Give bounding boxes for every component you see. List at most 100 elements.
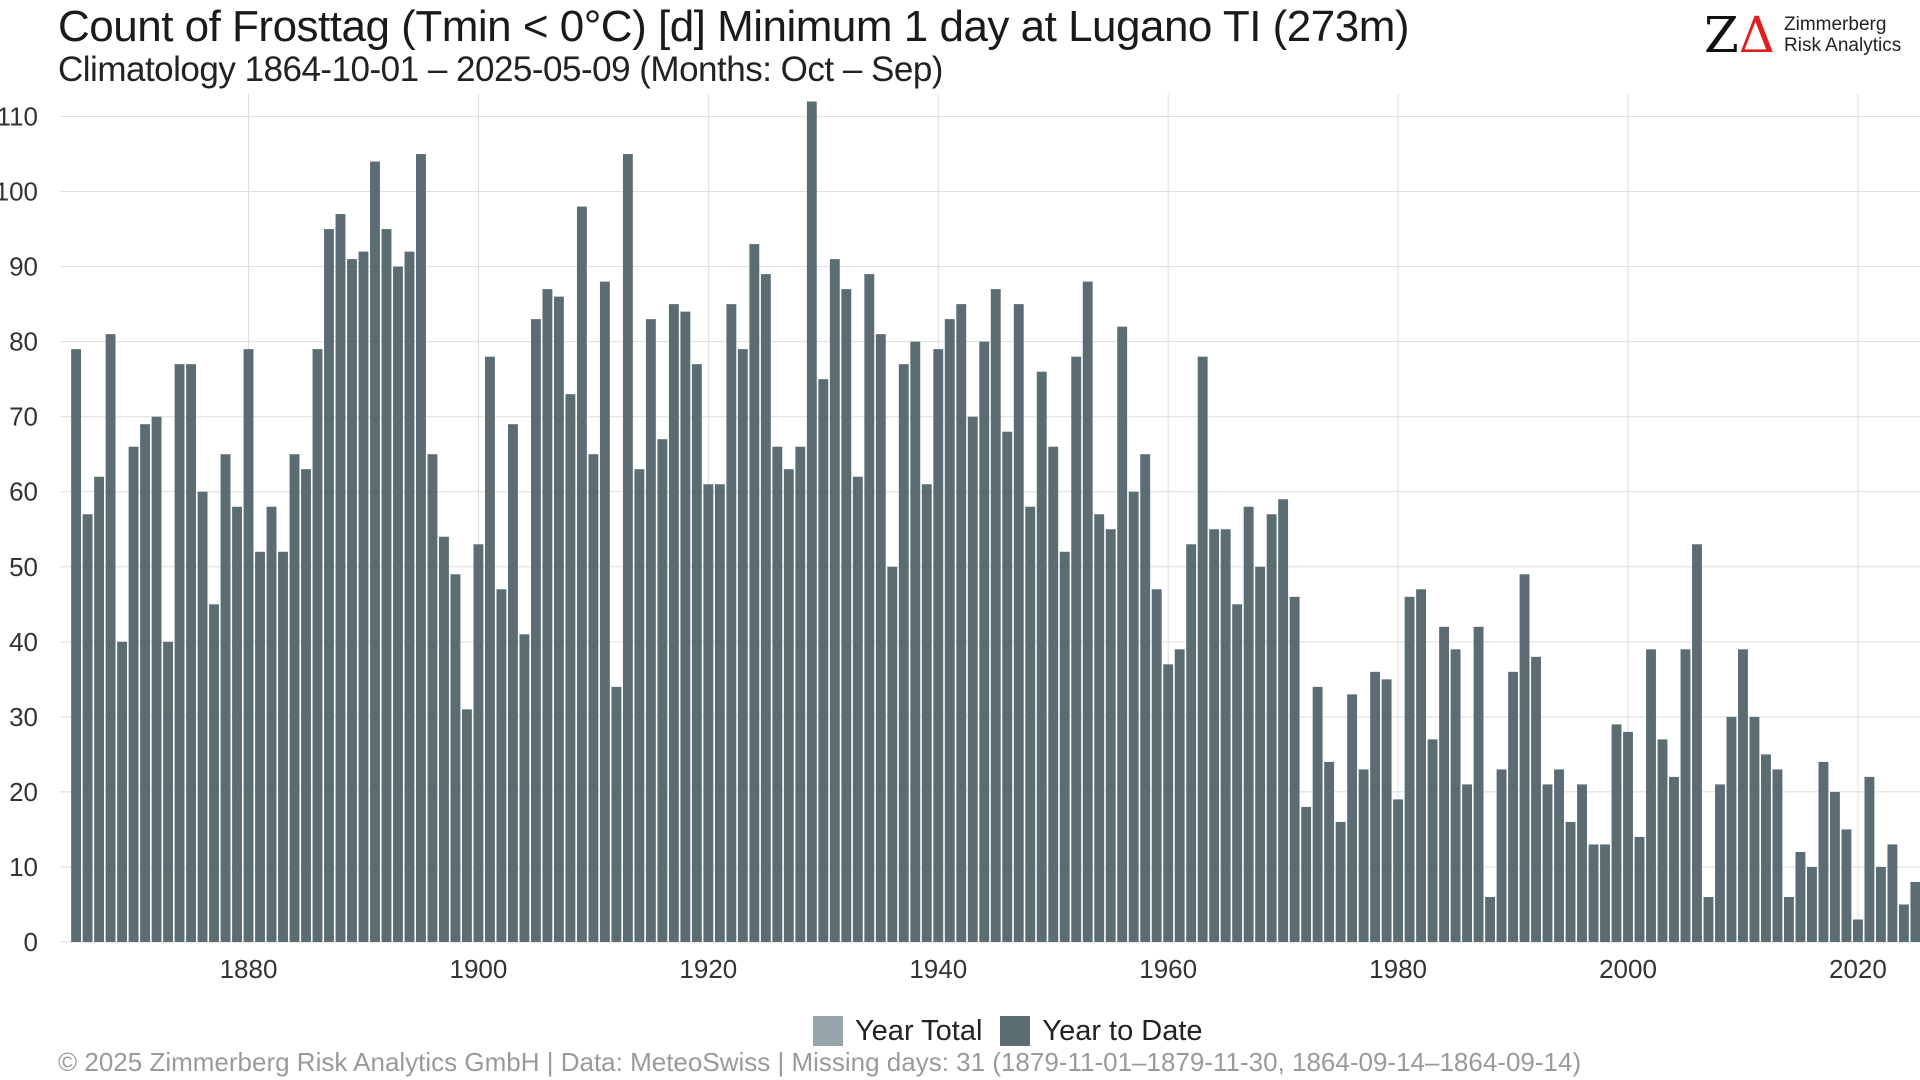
bar-1967 [1243,506,1254,942]
company-logo: ZΔ Zimmerberg Risk Analytics [1704,10,1904,60]
bar-1919 [691,364,702,942]
bar-1990 [1508,671,1518,942]
bar-1961 [1174,649,1185,942]
x-tick-label: 1980 [1369,954,1427,984]
bar-1983 [1427,739,1438,942]
bar-1886 [312,349,323,942]
bar-1977 [1358,769,1369,942]
bar-1870 [128,446,139,942]
bar-1939 [921,484,932,942]
bar-2019 [1841,829,1852,942]
bar-1924 [749,244,760,942]
bar-1969 [1266,514,1277,942]
bar-1963 [1197,356,1208,942]
bar-2001 [1634,836,1645,942]
bar-1913 [622,154,633,942]
bar-1920 [703,484,714,942]
legend-item-year-to-date: Year to Date [1000,1014,1203,1048]
bar-1957 [1128,491,1139,942]
bar-1948 [1025,506,1036,942]
bar-1908 [565,394,576,942]
bar-1897 [439,536,449,942]
bar-2012 [1761,754,1771,942]
bar-1940 [933,349,944,942]
bar-1992 [1531,656,1541,942]
y-tick-label: 100 [0,177,38,207]
y-tick-label: 90 [9,252,38,282]
bar-1877 [209,604,219,942]
bar-1981 [1404,596,1415,942]
bar-1944 [979,341,990,943]
bar-1975 [1335,821,1346,942]
bar-1973 [1312,686,1323,942]
bars [71,101,1920,943]
logo-line-2: Risk Analytics [1784,35,1902,56]
bar-1891 [370,161,380,943]
bar-1902 [496,589,507,942]
bar-1974 [1324,761,1335,942]
bar-1883 [278,551,288,942]
y-tick-label: 70 [9,402,38,432]
bar-1905 [530,319,541,942]
chart-subtitle: Climatology 1864-10-01 – 2025-05-09 (Mon… [58,50,943,89]
bar-1899 [462,709,472,942]
bar-1929 [806,101,817,943]
bar-1999 [1611,724,1622,942]
bar-1927 [783,469,794,942]
bar-1947 [1013,304,1024,942]
bar-2004 [1669,776,1679,942]
bar-2006 [1692,544,1702,942]
bar-chart: 0 10 20 30 40 50 60 70 80 90 100 110 1880 1900 1920 19… [0,94,1920,984]
logo-text: Zimmerberg Risk Analytics [1784,14,1901,56]
bar-2011 [1749,716,1760,942]
bar-1880 [243,349,254,942]
legend-label-year-total: Year Total [855,1014,983,1047]
bar-1867 [94,476,105,942]
bar-1906 [542,289,553,942]
legend-label-year-to-date: Year to Date [1042,1014,1203,1047]
bar-1979 [1381,679,1392,942]
bar-1871 [140,424,151,942]
bar-1888 [335,214,346,942]
bar-1991 [1519,574,1530,942]
legend-swatch-year-to-date [1000,1016,1031,1046]
bar-2016 [1806,866,1817,942]
bar-2021 [1864,776,1875,942]
bar-1950 [1048,446,1059,942]
bar-1923 [737,349,748,942]
y-tick-label: 30 [9,702,38,732]
bar-1925 [760,274,771,942]
bar-1986 [1462,784,1473,942]
bar-1941 [944,319,955,942]
bar-1934 [864,274,875,942]
bar-1910 [588,454,599,942]
legend: Year Total Year to Date [813,1013,1221,1049]
bar-1970 [1278,499,1289,942]
bar-2010 [1738,649,1748,942]
bar-1987 [1473,626,1484,942]
x-tick-label: 1900 [450,954,508,984]
bar-2009 [1726,716,1737,942]
bar-1976 [1347,694,1358,942]
bar-1930 [818,379,829,942]
bar-1876 [197,491,208,942]
bar-1985 [1450,649,1461,942]
bar-2000 [1623,731,1633,942]
bar-1873 [163,641,174,942]
bar-1989 [1496,769,1507,942]
bar-1955 [1105,529,1116,942]
bar-1956 [1117,326,1128,942]
bar-1900 [473,544,484,942]
bar-1916 [657,439,668,942]
y-tick-label: 60 [9,477,38,507]
bar-2020 [1852,919,1863,942]
bar-1889 [347,259,357,942]
bar-1914 [634,469,645,942]
x-tick-label: 1920 [679,954,737,984]
bar-1942 [956,304,967,942]
bar-1996 [1577,784,1587,942]
bar-1879 [232,506,242,942]
bar-1972 [1301,806,1312,942]
footer-credit: © 2025 Zimmerberg Risk Analytics GmbH | … [58,1047,1582,1077]
bar-1922 [726,304,737,942]
